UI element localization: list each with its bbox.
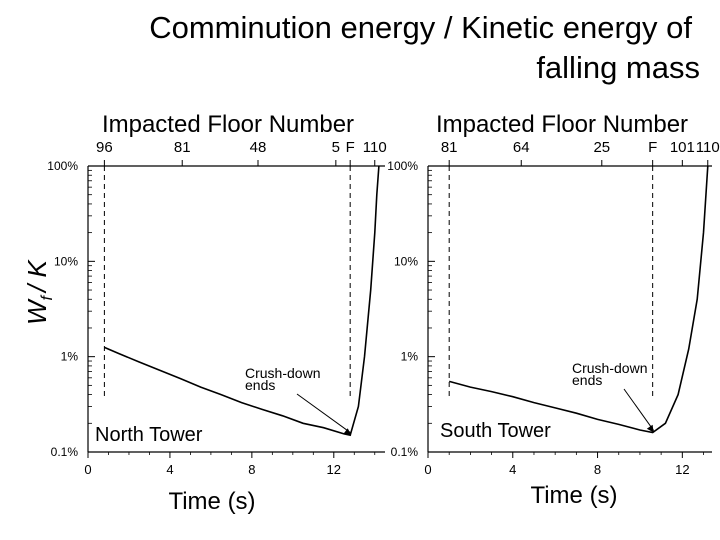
- top-tick-label: 96: [96, 139, 113, 156]
- y-axis-label-sub: f: [39, 294, 56, 300]
- annotation-label-2: ends: [572, 372, 602, 388]
- x-tick-label: 12: [675, 462, 689, 477]
- title-line-2: falling mass: [536, 50, 700, 85]
- top-tick-label: 81: [441, 139, 458, 156]
- x-tick-label: 0: [424, 462, 431, 477]
- x-tick-label: 0: [84, 462, 91, 477]
- top-tick-label: 25: [593, 139, 610, 156]
- annotation-label: Crush-down: [245, 365, 320, 381]
- y-tick-label: 1%: [61, 350, 79, 364]
- top-tick-label: 81: [174, 139, 191, 156]
- chart-panel-south: 100% 10% 1% 0.1% 0 4 8 12 Impacted Floor Number8…: [387, 111, 719, 509]
- panel-name: North Tower: [95, 424, 203, 446]
- svg-text:Wf/ K: Wf/ K: [22, 259, 56, 325]
- x-tick-label: 4: [166, 462, 173, 477]
- y-tick-label: 100%: [47, 159, 78, 173]
- top-tick-label: 48: [250, 139, 267, 156]
- top-tick-label: F: [648, 139, 657, 156]
- top-tick-label: 110: [363, 139, 387, 156]
- y-tick-label: 0.1%: [51, 445, 79, 459]
- panel-name: South Tower: [440, 420, 551, 442]
- y-tick-label: 100%: [387, 159, 418, 173]
- energy-ratio-line: [104, 165, 380, 437]
- energy-ratio-line: [448, 165, 709, 434]
- y-axis-label-rest: / K: [22, 259, 52, 294]
- x-tick-label: 8: [248, 462, 255, 477]
- annotation-arrow: [296, 393, 352, 434]
- top-tick-label: 5: [332, 139, 340, 156]
- top-tick-label: 64: [513, 139, 530, 156]
- x-axis-label: Time (s): [168, 488, 255, 515]
- title-line-1: Comminution energy / Kinetic energy of: [149, 10, 692, 45]
- x-tick-label: 8: [594, 462, 601, 477]
- y-tick-label: 0.1%: [391, 445, 419, 459]
- top-tick-label: 101: [670, 139, 695, 156]
- top-tick-label: F: [346, 139, 355, 156]
- annotation-arrow: [623, 388, 655, 431]
- x-axis-label: Time (s): [530, 482, 617, 509]
- annotation-label: Crush-down: [572, 360, 647, 376]
- annotation-label-2: ends: [245, 377, 275, 393]
- y-axis-label: Wf/ K: [22, 259, 56, 325]
- annotation-arrowhead: [343, 428, 352, 436]
- top-axis-title: Impacted Floor Number: [102, 111, 354, 138]
- y-axis-label-main: W: [22, 298, 52, 325]
- top-axis-title: Impacted Floor Number: [436, 111, 688, 138]
- annotation-arrowhead: [646, 424, 654, 433]
- top-tick-label: 110: [696, 139, 720, 156]
- y-tick-label: 10%: [394, 254, 418, 268]
- x-tick-label: 12: [327, 462, 341, 477]
- slide-title: Comminution energy / Kinetic energy of f…: [0, 8, 700, 88]
- y-tick-label: 1%: [401, 350, 419, 364]
- x-tick-label: 4: [509, 462, 516, 477]
